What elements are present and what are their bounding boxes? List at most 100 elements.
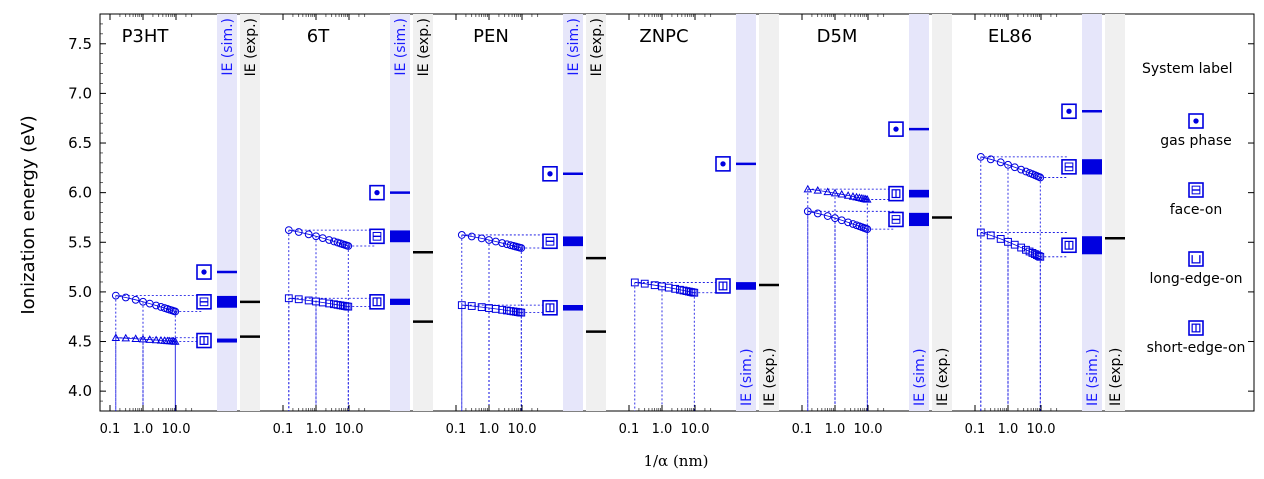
sim-column-label: IE (sim.) <box>220 18 236 76</box>
triangle-marker <box>131 334 140 342</box>
series-square <box>630 278 756 411</box>
face-inner <box>372 231 382 241</box>
final-marker <box>542 233 558 250</box>
exp-band <box>240 14 260 411</box>
circle-marker <box>1017 165 1026 174</box>
x-tick-label: 1.0 <box>998 422 1019 437</box>
triangle-marker <box>111 333 121 341</box>
data-point <box>1025 247 1034 256</box>
circle-marker <box>1022 167 1030 176</box>
data-point <box>145 335 154 343</box>
panel-title: PEN <box>473 26 509 47</box>
gas-dot <box>1066 108 1072 114</box>
gas-phase-marker <box>715 156 731 172</box>
panel-znpc: ZNPC IE (sim.) IE (exp.) <box>630 14 779 411</box>
y-axis: 4.0 4.5 5.0 5.5 6.0 6.5 7.0 7.5 <box>68 13 1254 402</box>
x-tick-label: 1.0 <box>306 422 327 437</box>
final-marker <box>715 278 731 294</box>
data-point <box>111 333 121 341</box>
square-marker <box>344 302 353 311</box>
y-tick-label: 6.0 <box>68 184 92 202</box>
x-tick-label: 1.0 <box>133 422 154 437</box>
data-point <box>679 286 688 295</box>
sim-band <box>736 14 756 411</box>
series-square <box>284 294 410 411</box>
circle-marker <box>121 293 130 302</box>
legend-label: short-edge-on <box>1147 340 1246 356</box>
square-marker <box>679 286 688 295</box>
triangle-marker <box>823 187 832 196</box>
circle-marker <box>844 218 853 227</box>
series-triangle <box>111 332 237 411</box>
exp-band <box>759 14 779 411</box>
sim-column-label: IE (sim.) <box>739 348 755 406</box>
sim-bar <box>736 282 756 290</box>
data-point <box>171 307 180 316</box>
exp-column-label: IE (exp.) <box>243 18 259 76</box>
plot-frame <box>99 13 1255 412</box>
sim-bar <box>909 212 929 227</box>
x-tick-label: 10.0 <box>681 422 710 437</box>
exp-band <box>586 14 606 411</box>
series-square <box>457 299 583 411</box>
final-marker <box>196 294 212 310</box>
final-marker <box>1061 159 1077 175</box>
data-point <box>803 184 813 193</box>
gas-dot <box>720 161 726 167</box>
triangle-marker <box>121 333 130 342</box>
sim-column-label: IE (sim.) <box>393 18 409 76</box>
face-inner <box>199 297 209 307</box>
gas-phase-marker <box>369 184 385 201</box>
data-point <box>671 284 680 293</box>
sim-bar <box>217 338 237 343</box>
final-marker <box>1061 237 1077 254</box>
data-point <box>830 188 840 197</box>
y-tick-label: 4.0 <box>68 382 92 400</box>
final-marker <box>369 228 385 245</box>
gas-phase-marker <box>196 264 212 280</box>
data-point <box>844 218 853 227</box>
data-point <box>823 212 832 220</box>
face-inner <box>1191 185 1201 195</box>
panel-title: ZNPC <box>639 26 688 47</box>
data-point <box>344 242 353 250</box>
circle-marker <box>457 231 466 239</box>
data-point <box>843 191 853 199</box>
x-tick-label: 0.1 <box>446 422 467 437</box>
circle-marker <box>344 242 353 250</box>
sim-bar <box>390 230 410 243</box>
x-tick-label: 0.1 <box>100 422 121 437</box>
gas-phase-marker <box>542 165 558 182</box>
circle-marker <box>171 307 180 316</box>
sim-bar <box>563 305 583 311</box>
data-point <box>863 225 872 233</box>
data-point <box>976 152 985 161</box>
final-marker <box>369 294 385 310</box>
long-inner <box>1191 255 1201 264</box>
sim-band <box>217 14 237 411</box>
box-marker <box>1188 251 1204 267</box>
triangle-marker <box>138 334 148 343</box>
legend-marker-gas <box>1188 113 1204 129</box>
square-marker <box>304 296 313 305</box>
sim-bar <box>563 236 583 247</box>
legend-title: System label <box>1142 61 1233 77</box>
sim-bar <box>1082 236 1102 255</box>
gas-dot <box>201 269 207 275</box>
x-tick-label: 1.0 <box>825 422 846 437</box>
data-point <box>1017 243 1026 252</box>
data-point <box>151 335 161 344</box>
final-marker <box>542 299 558 316</box>
panel-title: 6T <box>307 26 330 47</box>
data-point <box>863 195 872 203</box>
data-point <box>498 305 507 314</box>
square-marker <box>671 284 680 293</box>
data-point <box>467 302 476 310</box>
data-point <box>498 239 507 247</box>
panel-p3ht: P3HT IE (sim.) IE (exp.) <box>111 14 260 411</box>
series-circle <box>111 291 237 411</box>
x-tick-label: 0.1 <box>792 422 813 437</box>
sim-bar <box>390 298 410 305</box>
data-point <box>823 187 832 196</box>
data-point <box>813 185 822 194</box>
